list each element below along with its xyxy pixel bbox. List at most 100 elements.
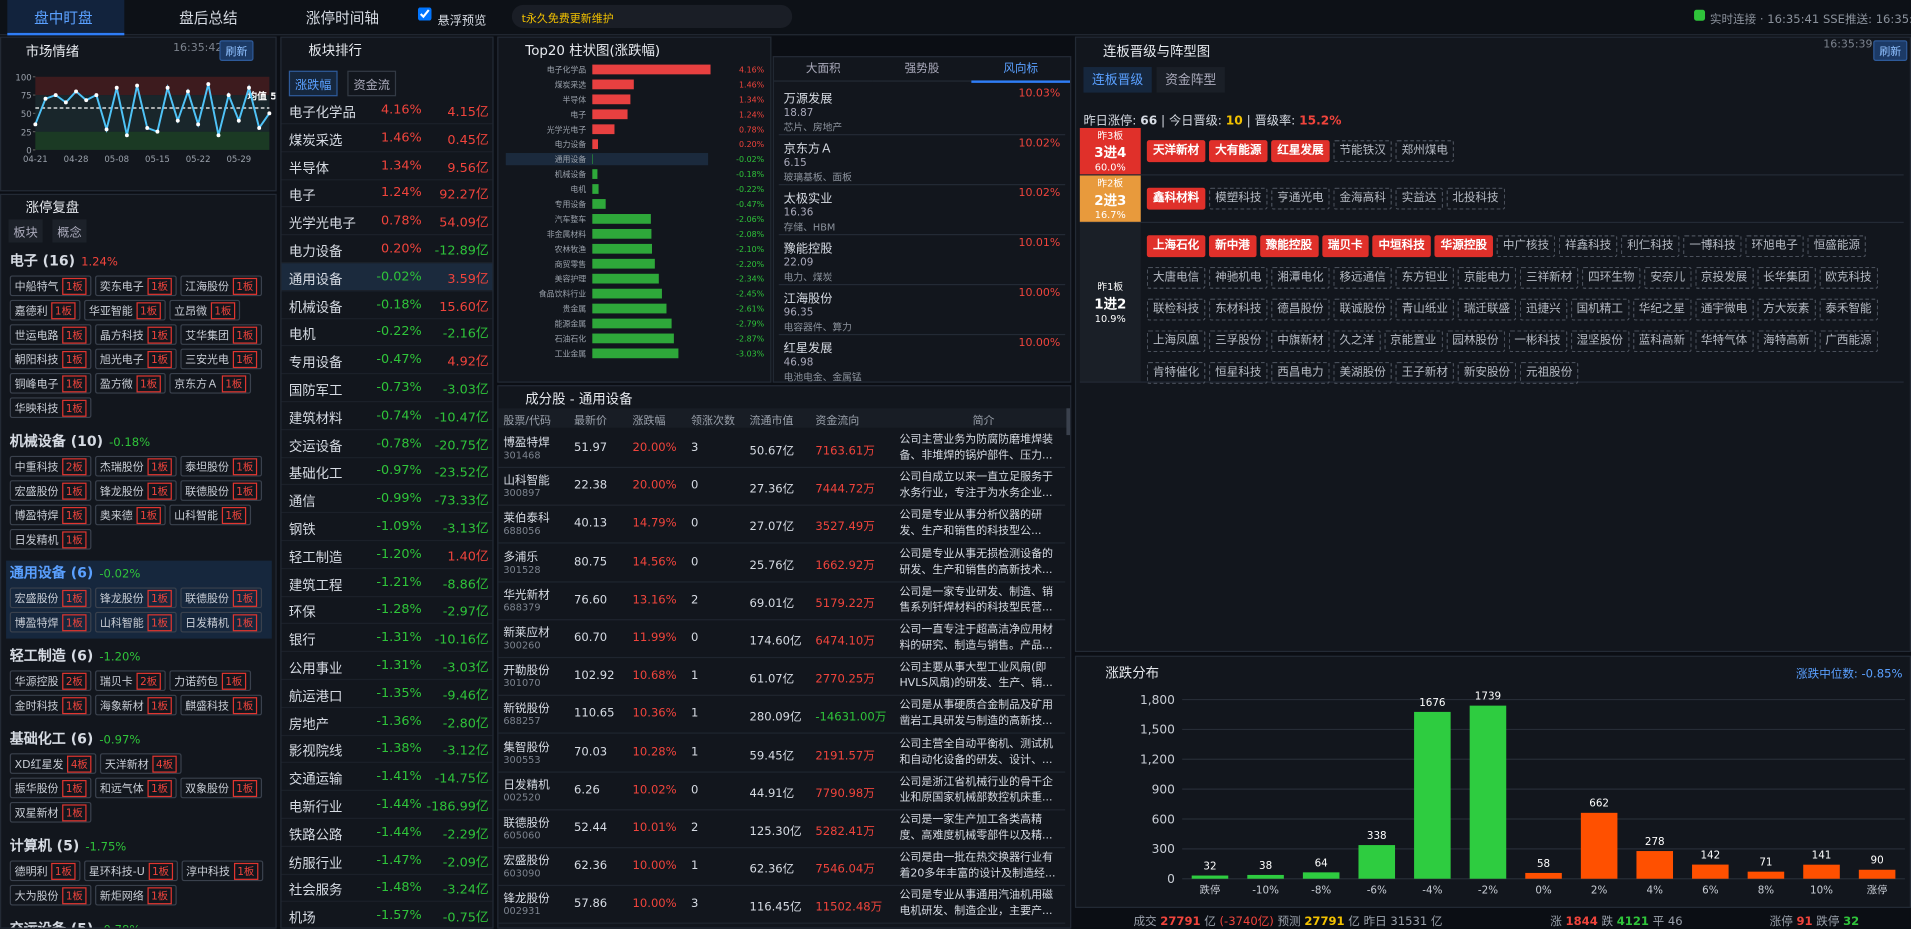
promoted-tag[interactable]: 鑫科材料 (1146, 187, 1206, 210)
stock-tag[interactable]: 锋龙股份 1板 (94, 587, 177, 609)
stock-tag[interactable]: 锋龙股份 1板 (94, 480, 177, 501)
row-bg[interactable] (281, 374, 493, 403)
row-bg[interactable] (281, 624, 493, 653)
tab[interactable]: 强势股 (872, 57, 972, 82)
stock-name[interactable]: 莱伯泰科 (503, 512, 550, 526)
tab[interactable]: 概念 (52, 219, 87, 243)
stock-tag[interactable]: XD红星发 4板 (9, 753, 97, 774)
stock-tag[interactable]: 江海股份 1板 (180, 275, 262, 297)
failed-tag[interactable]: 移远通信 (1333, 266, 1392, 289)
row-bg[interactable] (281, 485, 493, 514)
stock-tag[interactable]: 旭光电子 1板 (94, 348, 177, 370)
failed-tag[interactable]: 四环生物 (1582, 266, 1641, 289)
failed-tag[interactable]: 大唐电信 (1146, 266, 1206, 289)
failed-tag[interactable]: 祥鑫科技 (1558, 235, 1618, 258)
failed-tag[interactable]: 长华集团 (1757, 266, 1816, 289)
stock-tag[interactable]: 中船特气 1板 (9, 275, 92, 297)
tab[interactable]: 大面积 (773, 57, 873, 82)
failed-tag[interactable]: 恒星科技 (1209, 361, 1268, 384)
failed-tag[interactable]: 蓝科高新 (1632, 330, 1692, 353)
row-bg[interactable] (281, 680, 493, 708)
tab[interactable]: 盘后总结 (179, 9, 238, 27)
row-bg[interactable] (281, 708, 493, 736)
row-bg[interactable] (281, 791, 493, 819)
stock-tag[interactable]: 铜峰电子 1板 (9, 372, 92, 394)
row-bg[interactable] (281, 402, 493, 430)
promoted-tag[interactable]: 天洋新材 (1146, 140, 1206, 163)
failed-tag[interactable]: 瑞迁联盛 (1457, 298, 1517, 321)
row-bg[interactable] (281, 430, 493, 458)
stock-name[interactable]: 宏盛股份 (503, 854, 550, 868)
stock-tag[interactable]: 泰坦股份 1板 (180, 455, 262, 477)
failed-tag[interactable]: 节能铁汉 (1333, 140, 1392, 163)
tab[interactable]: 风向标 (971, 57, 1071, 83)
row-bg[interactable] (281, 291, 493, 319)
failed-tag[interactable]: 新安股份 (1457, 361, 1517, 384)
failed-tag[interactable]: 环旭电子 (1745, 235, 1804, 258)
failed-tag[interactable]: 欧克科技 (1819, 266, 1878, 289)
promoted-tag[interactable]: 红星发展 (1271, 140, 1330, 163)
stock-name[interactable]: 多浦乐 (503, 550, 539, 564)
row-bg[interactable] (281, 458, 493, 486)
stock-name[interactable]: 博盈特焊 (503, 436, 550, 450)
failed-tag[interactable]: 模塑科技 (1209, 187, 1268, 210)
failed-tag[interactable]: 三孚股份 (1209, 330, 1268, 353)
failed-tag[interactable]: 久之洋 (1333, 330, 1381, 353)
failed-tag[interactable]: 美湖股份 (1333, 361, 1392, 384)
failed-tag[interactable]: 郑州煤电 (1395, 140, 1455, 163)
stock-tag[interactable]: 朝阳科技 1板 (9, 348, 92, 370)
stock-tag[interactable]: 新炬网络 1板 (94, 884, 177, 906)
stock-tag[interactable]: 金时科技 1板 (9, 694, 92, 716)
failed-tag[interactable]: 实益达 (1395, 187, 1443, 210)
stock-tag[interactable]: 德明利 1板 (9, 860, 81, 882)
stock-tag[interactable]: 日发精机 1板 (9, 528, 92, 550)
stock-name[interactable]: 日发精机 (503, 778, 550, 792)
tab[interactable]: 资金阵型 (1156, 67, 1225, 93)
failed-tag[interactable]: 通宇微电 (1694, 298, 1754, 321)
stock-name[interactable]: 新莱应材 (503, 626, 550, 640)
stock-tag[interactable]: 瑞贝卡 2板 (94, 670, 166, 692)
failed-tag[interactable]: 东材科技 (1209, 298, 1268, 321)
tab[interactable]: 涨停时间轴 (305, 9, 380, 27)
failed-tag[interactable]: 华特气体 (1694, 330, 1754, 353)
checkbox[interactable] (418, 7, 432, 21)
stock-name[interactable]: 山科智能 (503, 474, 550, 488)
failed-tag[interactable]: 湘潭电化 (1271, 266, 1330, 289)
row-bg[interactable] (281, 124, 493, 153)
promoted-tag[interactable]: 瑞贝卡 (1321, 235, 1369, 258)
stock-name[interactable]: 华光新材 (503, 588, 550, 602)
failed-tag[interactable]: 西昌电力 (1271, 361, 1330, 384)
failed-tag[interactable]: 迅捷兴 (1519, 298, 1567, 321)
promoted-tag[interactable]: 上海石化 (1146, 235, 1206, 258)
tab-active[interactable] (7, 0, 125, 36)
stock-tag[interactable]: 嘉德利 1板 (9, 299, 81, 321)
failed-tag[interactable]: 国机精工 (1570, 298, 1630, 321)
row-bg[interactable] (281, 569, 493, 597)
stock-tag[interactable]: 华映科技 1板 (9, 397, 92, 419)
stock-tag[interactable]: 艾华集团 1板 (180, 324, 262, 345)
stock-tag[interactable]: 晶方科技 1板 (94, 324, 177, 345)
stock-tag[interactable]: 博盈特焊 1板 (9, 611, 92, 633)
stock-tag[interactable]: 盈方微 1板 (94, 372, 166, 394)
stock-tag[interactable]: 麒盛科技 1板 (180, 694, 262, 716)
failed-tag[interactable]: 肯特催化 (1146, 361, 1206, 384)
stock-tag[interactable]: 京东方Ａ 1板 (169, 372, 251, 394)
row-bg[interactable] (281, 847, 493, 875)
failed-tag[interactable]: 上海凤凰 (1146, 330, 1206, 353)
row-bg[interactable] (281, 596, 493, 625)
stock-tag[interactable]: 奕东电子 1板 (94, 275, 177, 297)
stock-tag[interactable]: 天洋新材 4板 (99, 753, 182, 774)
failed-tag[interactable]: 中旗新材 (1271, 330, 1330, 353)
failed-tag[interactable]: 湿坚股份 (1570, 330, 1630, 353)
stock-tag[interactable]: 双星新材 1板 (9, 801, 92, 823)
failed-tag[interactable]: 亨通光电 (1271, 187, 1330, 210)
stock-name[interactable]: 开勒股份 (503, 664, 550, 678)
row-bg[interactable] (281, 96, 493, 125)
failed-tag[interactable]: 广西能源 (1819, 330, 1878, 353)
stock-tag[interactable]: 振华股份 1板 (9, 777, 92, 799)
tab[interactable]: 连板晋级 (1083, 67, 1152, 93)
row-bg[interactable] (281, 235, 493, 264)
failed-tag[interactable]: 泰禾智能 (1819, 298, 1878, 321)
failed-tag[interactable]: 安奈儿 (1644, 266, 1692, 289)
failed-tag[interactable]: 一博科技 (1683, 235, 1742, 258)
